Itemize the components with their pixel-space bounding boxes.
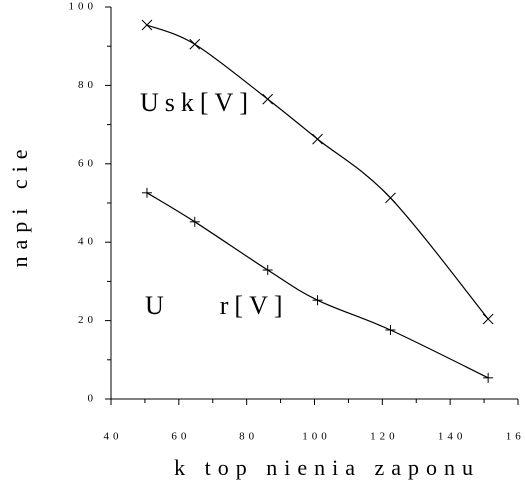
point-marker [312, 295, 323, 306]
point-marker [189, 38, 201, 50]
y-tick-label: 80 [78, 79, 97, 91]
y-tick-label: 60 [78, 157, 97, 169]
x-axis-label: k top nienia zaponu [174, 455, 480, 480]
y-tick-label: 40 [78, 236, 97, 248]
marker-stroke [312, 133, 323, 145]
marker-stroke [482, 313, 494, 325]
point-marker [141, 187, 152, 198]
marker-stroke [141, 19, 153, 31]
series-line [146, 192, 489, 379]
marker-stroke [189, 38, 201, 50]
x-tick-label: 100 [302, 431, 331, 443]
marker-stroke [262, 93, 274, 105]
x-tick-label: 160 [506, 431, 525, 443]
point-marker [482, 313, 494, 325]
y-tick-label: 20 [78, 314, 97, 326]
marker-stroke [385, 192, 396, 204]
x-tick-label: 80 [239, 431, 258, 443]
point-marker [385, 192, 396, 204]
series-label: U r[V] [145, 291, 289, 320]
point-marker [262, 265, 273, 276]
y-axis-label: napi cie [7, 142, 32, 267]
x-tick-label: 140 [438, 431, 467, 443]
x-tick-label: 60 [171, 431, 190, 443]
y-tick-label: 100 [69, 1, 98, 13]
point-marker [189, 216, 200, 227]
y-tick-label: 0 [88, 393, 98, 405]
point-marker [312, 133, 323, 145]
series-label: Usk[V] [140, 88, 254, 117]
x-tick-label: 40 [104, 431, 123, 443]
point-marker [262, 93, 274, 105]
point-marker [483, 372, 494, 383]
series-line [146, 24, 489, 320]
x-tick-label: 120 [370, 431, 399, 443]
point-marker [141, 19, 153, 31]
point-marker [385, 325, 396, 336]
